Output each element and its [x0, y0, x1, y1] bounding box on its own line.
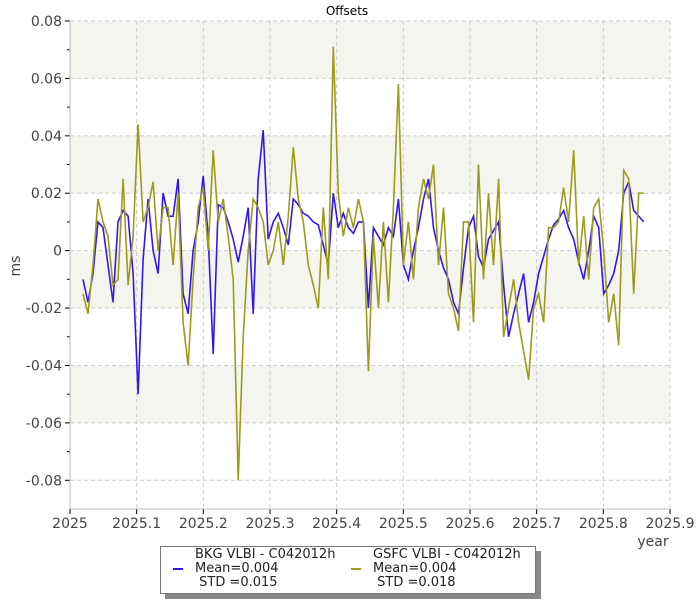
y-axis-label: ms [8, 256, 24, 277]
x-tick-label: 2025.6 [446, 516, 495, 532]
series-line-gsfc [82, 46, 644, 481]
x-tick-label: 2025.5 [379, 516, 428, 532]
legend-mean: Mean=0.004 [195, 561, 279, 576]
y-tick-label: 0 [53, 244, 62, 260]
legend-name: BKG VLBI - C042012h [195, 547, 336, 562]
x-tick-label: 2025.1 [112, 516, 161, 532]
legend-name: GSFC VLBI - C042012h [373, 547, 521, 562]
legend: BKG VLBI - C042012h Mean=0.004 STD =0.01… [160, 546, 536, 594]
y-tick-label: -0.04 [26, 358, 62, 374]
legend-swatch-bkg [173, 568, 183, 570]
x-tick-label: 2025.3 [246, 516, 295, 532]
legend-item-bkg: BKG VLBI - C042012h Mean=0.004 STD =0.01… [173, 547, 336, 590]
y-tick-label: 0.06 [31, 71, 62, 87]
grid-band [70, 365, 670, 423]
legend-mean: Mean=0.004 [373, 561, 457, 576]
y-tick-label: -0.08 [26, 473, 62, 489]
x-tick-label: 2025.4 [312, 516, 361, 532]
y-tick-label: 0.02 [31, 186, 62, 202]
x-tick-label: 2025.8 [579, 516, 628, 532]
y-tick-label: -0.06 [26, 416, 62, 432]
chart-title: Offsets [326, 4, 368, 18]
y-tick-label: 0.04 [31, 129, 62, 145]
x-tick-label: 2025 [52, 516, 88, 532]
legend-std: STD =0.015 [195, 575, 278, 590]
grid-band [70, 135, 670, 194]
legend-swatch-gsfc [351, 568, 361, 570]
legend-item-gsfc: GSFC VLBI - C042012h Mean=0.004 STD =0.0… [351, 547, 521, 590]
legend-std: STD =0.018 [373, 575, 456, 590]
y-tick-label: 0.08 [31, 14, 62, 30]
x-tick-label: 2025.7 [512, 516, 561, 532]
x-tick-label: 2025.9 [646, 516, 695, 532]
y-tick-label: -0.02 [26, 301, 62, 317]
x-tick-label: 2025.2 [179, 516, 228, 532]
x-axis-label: year [637, 534, 668, 550]
grid-band [70, 21, 670, 79]
